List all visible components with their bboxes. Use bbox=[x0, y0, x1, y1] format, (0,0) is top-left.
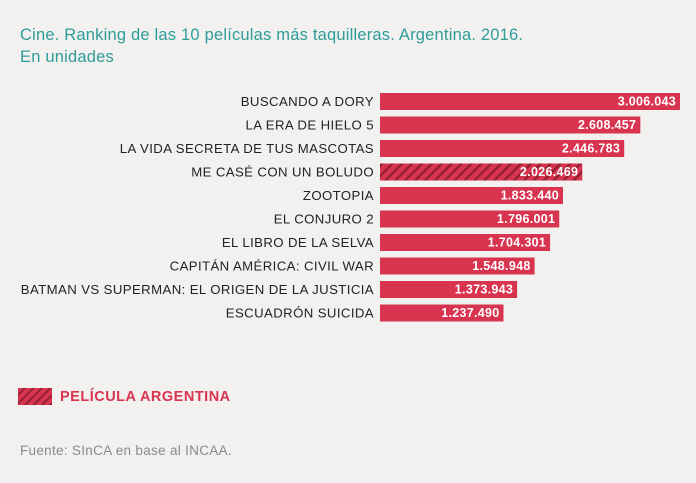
category-label: ESCUADRÓN SUICIDA bbox=[226, 306, 374, 321]
chart-subtitle: En unidades bbox=[20, 48, 114, 66]
value-label: 1.833.440 bbox=[501, 189, 559, 203]
category-label: LA ERA DE HIELO 5 bbox=[246, 118, 374, 133]
value-label: 1.373.943 bbox=[455, 283, 513, 297]
legend-swatch-hatched bbox=[18, 388, 52, 405]
bar bbox=[380, 116, 641, 134]
value-label: 1.548.948 bbox=[472, 259, 530, 273]
value-label: 2.026.469 bbox=[520, 165, 578, 179]
chart-title-block: Cine. Ranking de las 10 películas más ta… bbox=[20, 24, 523, 68]
value-label: 1.796.001 bbox=[497, 212, 555, 226]
value-label: 2.446.783 bbox=[562, 142, 620, 156]
bar-chart: BUSCANDO A DORY 3.006.043 LA ERA DE HIELO … bbox=[21, 93, 680, 322]
legend-label: PELÍCULA ARGENTINA bbox=[60, 388, 231, 405]
category-label: BUSCANDO A DORY bbox=[241, 94, 374, 109]
bar bbox=[380, 257, 535, 275]
value-label: 2.608.457 bbox=[578, 118, 636, 132]
category-label: ZOOTOPIA bbox=[303, 188, 374, 203]
bar bbox=[380, 281, 518, 298]
value-label: 1.704.301 bbox=[488, 236, 546, 250]
category-label: CAPITÁN AMÉRICA: CIVIL WAR bbox=[170, 259, 374, 274]
category-label: BATMAN VS SUPERMAN: EL ORIGEN DE LA JUST… bbox=[21, 282, 374, 297]
category-label: ME CASÉ CON UN BOLUDO bbox=[191, 165, 374, 180]
legend: PELÍCULA ARGENTINA bbox=[18, 388, 231, 405]
source-note: Fuente: SInCA en base al INCAA. bbox=[20, 443, 232, 458]
bar bbox=[380, 93, 680, 110]
bar bbox=[380, 140, 625, 157]
value-label: 1.237.490 bbox=[441, 306, 499, 320]
bar bbox=[380, 234, 551, 251]
bar-argentine-film bbox=[380, 163, 583, 181]
bar bbox=[380, 304, 504, 322]
bar bbox=[380, 210, 560, 228]
category-label: EL LIBRO DE LA SELVA bbox=[222, 235, 374, 250]
bar bbox=[380, 187, 563, 204]
category-label: EL CONJURO 2 bbox=[274, 212, 374, 227]
chart-title: Cine. Ranking de las 10 películas más ta… bbox=[20, 26, 524, 44]
bars-layer: BUSCANDO A DORY 3.006.043 LA ERA DE HIELO … bbox=[21, 93, 680, 322]
category-label: LA VIDA SECRETA DE TUS MASCOTAS bbox=[120, 141, 374, 156]
value-label: 3.006.043 bbox=[618, 95, 676, 109]
